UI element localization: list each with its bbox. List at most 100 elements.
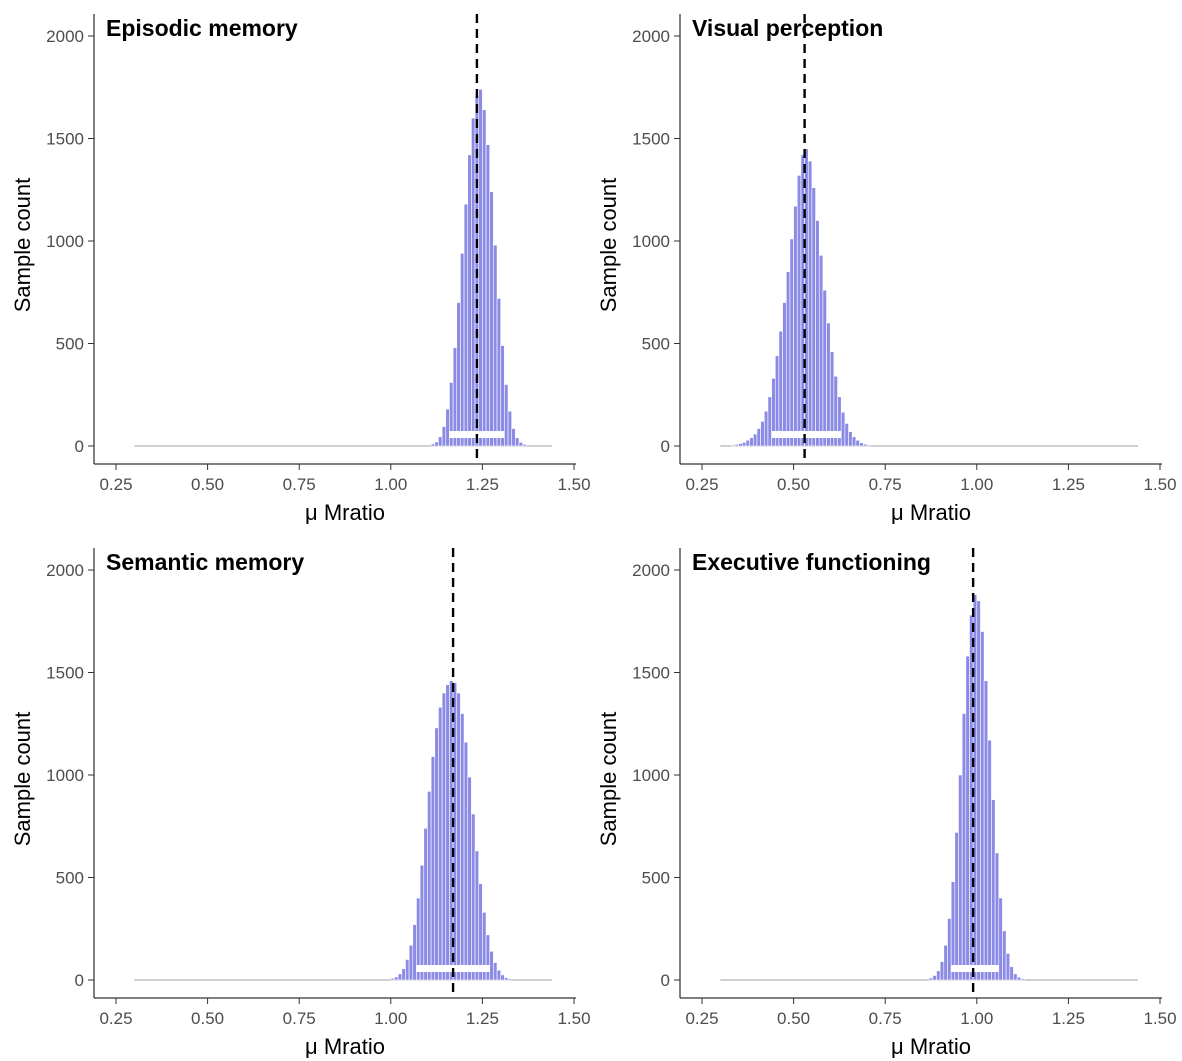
x-tick-label: 1.50 (557, 475, 590, 494)
panel-semantic-memory: 0 500 1000 1500 2000 0.25 0.50 0.75 1.00 1.25 1.50… (10, 548, 591, 1059)
histogram-bar (859, 442, 864, 447)
x-tick-label: 1.50 (557, 1009, 590, 1028)
histogram-bar (753, 433, 758, 447)
hdi-bar (771, 431, 842, 438)
x-tick-label: 0.50 (191, 475, 224, 494)
x-tick-label: 1.25 (1052, 475, 1085, 494)
histogram-bar (1013, 973, 1018, 981)
x-axis-title: μ Mratio (305, 500, 385, 525)
histogram-bar (738, 443, 743, 447)
histogram-bar (441, 426, 447, 447)
histogram-bar (826, 322, 831, 447)
histogram-bar (822, 289, 827, 447)
x-tick-label: 1.00 (374, 475, 407, 494)
histogram-bar (1009, 966, 1014, 981)
y-tick-label: 2000 (46, 27, 84, 46)
histogram-bar (741, 442, 747, 447)
histogram-bar (489, 191, 494, 447)
y-tick-label: 1000 (632, 232, 670, 251)
histogram-bar (972, 594, 978, 981)
histogram-bar (815, 220, 820, 447)
histogram-bar (408, 944, 414, 981)
histogram-bar (515, 437, 520, 447)
y-axis-title: Sample count (596, 712, 621, 847)
histogram-bar (500, 345, 505, 447)
histogram-bar (438, 707, 443, 981)
histogram-bar (745, 439, 750, 447)
y-tick-label: 0 (75, 971, 84, 990)
histogram-bar (731, 444, 736, 447)
y-tick-label: 0 (661, 971, 670, 990)
y-tick-label: 500 (642, 335, 670, 354)
y-tick-label: 1500 (46, 664, 84, 683)
y-tick-label: 1000 (46, 766, 84, 785)
histogram-bar (844, 423, 849, 447)
histogram-bar (778, 330, 783, 447)
histogram-bar (511, 428, 516, 447)
x-axis-title: μ Mratio (891, 1034, 971, 1059)
histogram-bar (954, 832, 959, 981)
histogram-bar (460, 253, 465, 447)
histogram-bar (936, 970, 941, 981)
x-tick-label: 0.50 (191, 1009, 224, 1028)
histogram-bar (760, 421, 765, 447)
histogram-bar (965, 655, 970, 981)
histogram-bar (504, 384, 509, 447)
histogram-bar (991, 799, 996, 981)
x-tick-label: 1.00 (374, 1009, 407, 1028)
histogram-bar (998, 897, 1003, 981)
x-tick-label: 0.75 (869, 1009, 902, 1028)
histogram-bar (467, 776, 472, 981)
x-tick-label: 0.25 (685, 475, 718, 494)
histogram-bar (811, 187, 816, 447)
histogram-bar (961, 713, 967, 981)
y-tick-label: 0 (661, 437, 670, 456)
x-tick-label: 0.75 (869, 475, 902, 494)
histogram-bar (463, 741, 469, 981)
histogram-bar (419, 864, 425, 981)
histogram-bar (837, 396, 842, 447)
histogram-bar (430, 756, 436, 981)
histogram-bar (507, 410, 513, 447)
panel-episodic-memory: 0 500 1000 1500 2000 0.25 0.50 0.75 1.00 1.25 1.50… (10, 14, 591, 525)
x-tick-label: 1.50 (1143, 475, 1176, 494)
histogram-bar (1020, 978, 1025, 981)
histogram-bar (796, 175, 802, 447)
histogram-bar (445, 684, 450, 981)
x-axis-title: μ Mratio (891, 500, 971, 525)
histogram-bar (474, 850, 480, 981)
x-tick-label: 0.25 (685, 1009, 718, 1028)
histogram-bar (438, 436, 443, 447)
histogram-bar (500, 974, 505, 981)
histogram-bar (848, 431, 853, 447)
x-tick-label: 1.25 (466, 475, 499, 494)
x-tick-label: 0.25 (99, 1009, 132, 1028)
histogram-bar (522, 444, 527, 447)
histogram-bar (932, 975, 937, 981)
histogram-bar (449, 680, 454, 981)
panel-visual-perception: 0 500 1000 1500 2000 0.25 0.50 0.75 1.00 1.25 1.50… (596, 14, 1177, 525)
x-tick-label: 1.25 (1052, 1009, 1085, 1028)
y-tick-label: 2000 (632, 561, 670, 580)
x-tick-label: 1.50 (1143, 1009, 1176, 1028)
histogram-bar (430, 443, 436, 447)
panel-title: Executive functioning (692, 549, 931, 575)
histogram-bar (452, 682, 458, 981)
histogram-bar (939, 961, 945, 981)
histogram-bar (478, 89, 483, 447)
x-tick-label: 0.50 (777, 475, 810, 494)
y-tick-label: 500 (56, 335, 84, 354)
y-axis-title: Sample count (596, 178, 621, 313)
panel-title: Visual perception (692, 15, 883, 41)
histogram-bar (394, 976, 399, 981)
y-tick-label: 500 (642, 869, 670, 888)
panel-title: Semantic memory (106, 549, 304, 575)
histogram-bar (405, 959, 410, 981)
y-tick-label: 2000 (632, 27, 670, 46)
histogram-bar (401, 968, 406, 981)
histogram-bar (504, 977, 509, 981)
histogram-bar (482, 109, 487, 447)
histogram-bar (427, 791, 432, 981)
histogram-bar (441, 692, 447, 981)
